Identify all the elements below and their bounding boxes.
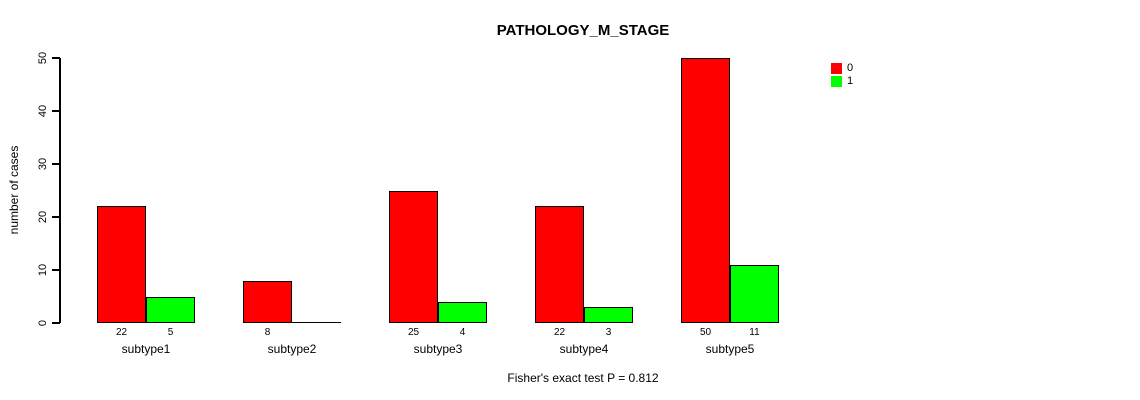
bar-count-label: 11 [749,327,760,338]
bar-count-label: 5 [167,327,174,338]
legend-swatch [831,76,842,87]
y-axis-label: number of cases [7,145,21,235]
legend-swatch [831,63,842,74]
x-category-label: subtype4 [559,342,609,356]
x-category-label: subtype2 [267,342,317,356]
legend-entry: 0 [831,63,853,74]
bar-count-label: 50 [699,327,712,338]
bar-subtype3-series-1 [438,301,487,323]
bar-subtype2-series-0 [243,280,292,323]
bar-count-label: 25 [407,327,420,338]
y-axis-line [59,58,61,323]
y-tick [52,57,60,59]
y-tick-label: 50 [37,51,49,65]
bar-count-label: 22 [553,327,566,338]
bar-subtype1-series-0 [97,206,146,323]
bar-subtype4-series-1 [584,307,633,323]
bar-subtype5-series-1 [730,264,779,323]
x-category-label: subtype1 [121,342,171,356]
legend-label: 0 [847,62,854,74]
x-category-label: subtype3 [413,342,463,356]
chart-title: PATHOLOGY_M_STAGE [496,22,670,39]
y-tick-label: 40 [37,104,49,118]
bar-count-label: 22 [115,327,128,338]
annotation: Fisher's exact test P = 0.812 [507,371,659,385]
legend-label: 1 [847,75,854,87]
bar-subtype2-series-1 [292,322,341,323]
y-tick [52,110,60,112]
y-tick-label: 20 [37,210,49,224]
y-tick [52,322,60,324]
bar-count-label: 4 [459,327,466,338]
y-tick [52,269,60,271]
bar-subtype1-series-1 [146,296,195,323]
bar-subtype4-series-0 [535,206,584,323]
y-tick [52,216,60,218]
x-category-label: subtype5 [705,342,755,356]
y-tick-label: 30 [37,157,49,171]
legend-entry: 1 [831,76,853,87]
bar-count-label: 3 [605,327,612,338]
bar-subtype5-series-0 [681,58,730,323]
bar-count-label: 8 [264,327,271,338]
bar-subtype3-series-0 [389,190,438,323]
y-tick [52,163,60,165]
y-tick-label: 0 [37,319,49,327]
y-tick-label: 10 [37,263,49,277]
